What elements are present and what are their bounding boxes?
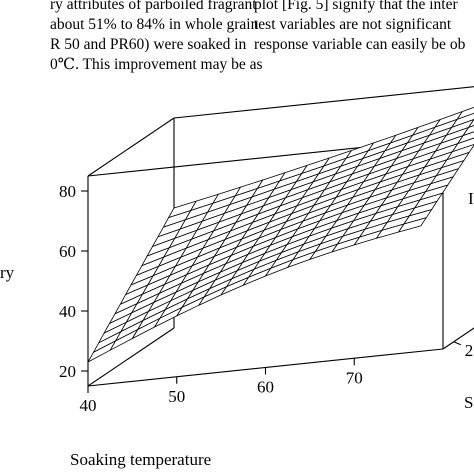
y-tick — [453, 341, 461, 346]
axis-ticks: 405060702030405020406080 — [59, 182, 474, 415]
z-tick-label: 20 — [59, 362, 76, 381]
surface-mesh — [87, 106, 474, 363]
y-axis-label: S — [464, 393, 473, 412]
text-line-left-1: ry attributes of parboiled fragrant — [50, 0, 257, 13]
z-tick-label: 80 — [59, 182, 76, 201]
z-tick-label: 40 — [59, 302, 76, 321]
text-line-right-3: response variable can easily be ob — [254, 36, 466, 53]
box-edge — [87, 327, 175, 387]
right-edge-fragment: I — [468, 189, 474, 208]
text-line-left-4: 0℃. This improvement may be as — [50, 56, 263, 73]
z-axis-label: ry — [0, 263, 15, 282]
x-axis-label: Soaking temperature — [70, 450, 211, 469]
text-line-left-2: about 51% to 84% in whole grain — [50, 16, 259, 33]
text-line-right-2: test variables are not significant — [254, 16, 452, 33]
z-tick-label: 60 — [59, 242, 76, 261]
text-line-left-3: R 50 and PR60) were soaked in — [50, 36, 247, 53]
box-edge — [174, 291, 474, 328]
y-tick-label: 20 — [465, 341, 474, 360]
surface-cell — [462, 125, 474, 137]
surface-cell — [398, 217, 427, 233]
box-edge — [87, 117, 175, 177]
x-tick-label: 70 — [346, 368, 363, 387]
box-edge — [173, 86, 474, 119]
surface-cell — [468, 119, 474, 128]
x-tick-label: 50 — [168, 387, 185, 406]
x-tick-label: 40 — [80, 396, 97, 415]
box-edge — [442, 327, 474, 350]
x-tick-label: 60 — [257, 378, 274, 397]
text-line-right-1: plot [Fig. 5] signify that the inter — [254, 0, 458, 13]
